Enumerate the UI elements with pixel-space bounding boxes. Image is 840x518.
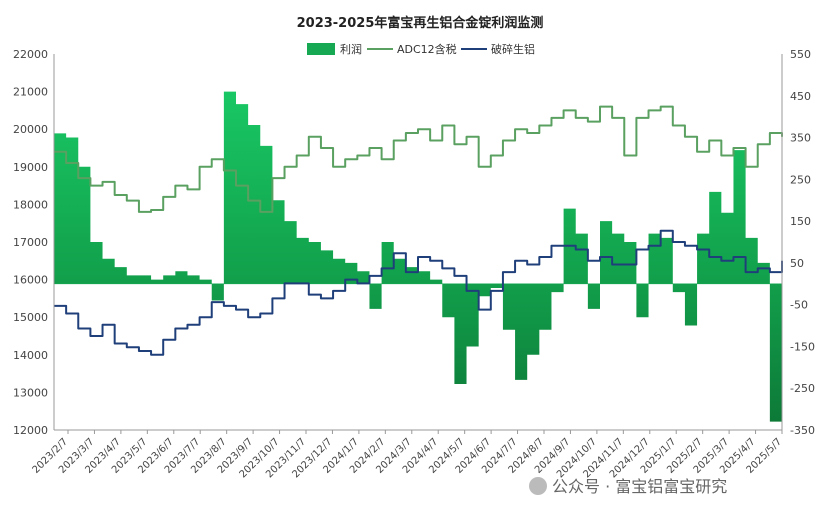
y-left-tick-label: 22000 [13, 48, 48, 61]
legend: 利润 ADC12含税 破碎生铝 [307, 42, 535, 56]
y-left-tick-label: 17000 [13, 236, 48, 249]
y-left-tick-label: 12000 [13, 424, 48, 437]
y-left-tick-label: 16000 [13, 274, 48, 287]
y-right-tick-label: 450 [790, 90, 811, 103]
legend-label-adc12: ADC12含税 [397, 42, 457, 56]
y-right-tick-label: 550 [790, 48, 811, 61]
y-right-tick-label: 250 [790, 173, 811, 186]
y-left-tick-label: 21000 [13, 86, 48, 99]
y-right-tick-label: 50 [790, 257, 804, 270]
y-left-tick-label: 14000 [13, 349, 48, 362]
series-scrap-line [54, 229, 783, 356]
watermark: 公众号 · 富宝铝富宝研究 [529, 477, 727, 496]
wechat-icon [529, 477, 547, 495]
y-right-tick-label: 350 [790, 132, 811, 145]
axes: 12000 13000 14000 15000 16000 17000 18000 19000… [13, 48, 815, 480]
y-left-tick-label: 15000 [13, 311, 48, 324]
legend-label-profit: 利润 [340, 42, 362, 56]
y-right-tick-label: -250 [790, 382, 815, 395]
y-right-tick-label: -350 [790, 424, 815, 437]
y-right-tick-label: -50 [790, 299, 808, 312]
plot-area [54, 91, 783, 422]
y-left-tick-label: 13000 [13, 386, 48, 399]
series-adc12-line [54, 105, 783, 213]
legend-swatch-profit [307, 43, 335, 55]
y-left-tick-label: 19000 [13, 161, 48, 174]
y-right-tick-label: 150 [790, 215, 811, 228]
y-left-tick-label: 18000 [13, 198, 48, 211]
y-left-tick-label: 20000 [13, 123, 48, 136]
legend-label-scrap: 破碎生铝 [491, 42, 535, 56]
watermark-text: 公众号 · 富宝铝富宝研究 [552, 477, 727, 496]
y-right-tick-label: -150 [790, 340, 815, 353]
chart-title: 2023-2025年富宝再生铝合金锭利润监测 [297, 15, 544, 31]
